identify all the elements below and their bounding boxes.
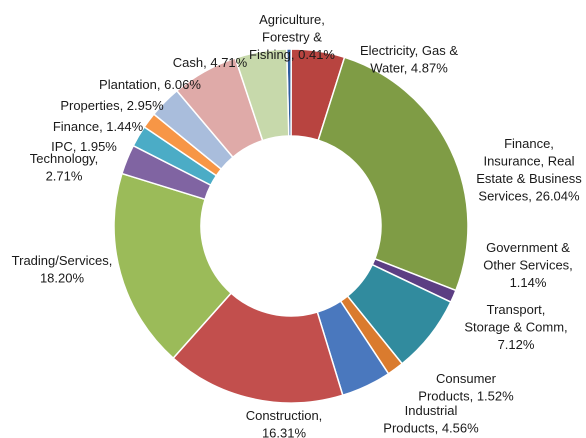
data-label-line: Government &	[486, 240, 570, 255]
data-label-line: Storage & Comm,	[464, 320, 567, 335]
data-label-finance: Finance, 1.44%	[53, 119, 144, 134]
data-label-line: Construction,	[246, 408, 323, 423]
data-label-line: 7.12%	[498, 337, 535, 352]
data-label-ipc: IPC, 1.95%	[51, 139, 117, 154]
data-label-line: Technology,	[30, 151, 98, 166]
slice-cash	[234, 48, 290, 142]
data-label-line: Electricity, Gas &	[360, 43, 458, 58]
data-label-line: Agriculture,	[259, 12, 325, 27]
data-label-technology: Technology, 2.71%	[30, 151, 98, 184]
data-label-plantation: Plantation, 6.06%	[99, 77, 201, 92]
slices-group	[113, 48, 469, 404]
data-label-line: 18.20%	[40, 271, 85, 286]
data-label-line: Other Services,	[483, 258, 573, 273]
data-label-line: Properties, 2.95%	[60, 98, 164, 113]
data-label-line: Forestry &	[262, 30, 322, 45]
data-label-line: 2.71%	[46, 169, 83, 184]
data-label-line: Insurance, Real	[483, 154, 574, 169]
slice-trading-services	[113, 172, 233, 360]
data-label-line: Plantation, 6.06%	[99, 77, 201, 92]
data-label-trading-services: Trading/Services, 18.20%	[12, 253, 113, 286]
data-label-line: Consumer	[436, 371, 497, 386]
data-label-line: Products, 4.56%	[383, 421, 479, 436]
data-label-line: 1.14%	[510, 275, 547, 290]
data-label-line: Finance,	[504, 136, 554, 151]
slice-finance-insurance-real-estate-and-business-services	[317, 56, 469, 292]
data-label-industrial-products: Industrial Products, 4.56%	[383, 403, 479, 436]
data-label-line: Finance, 1.44%	[53, 119, 144, 134]
data-label-line: Water, 4.87%	[370, 61, 448, 76]
data-label-agriculture-forestry-and-fishing: Agriculture, Forestry & Fishing, 0.41%	[249, 12, 335, 62]
data-label-finance-insurance-real-estate-and-business-services: Finance, Insurance, Real Estate & Business…	[476, 136, 582, 204]
data-label-line: Cash, 4.71%	[173, 55, 248, 70]
labels-group: Agriculture, Forestry & Fishing, 0.41% Elec…	[12, 12, 583, 438]
data-label-line: Products, 1.52%	[418, 389, 514, 404]
data-label-line: Transport,	[487, 302, 546, 317]
data-label-cash: Cash, 4.71%	[173, 55, 248, 70]
data-label-line: Fishing, 0.41%	[249, 47, 335, 62]
data-label-transport-storage-and-comm: Transport, Storage & Comm, 7.12%	[464, 302, 567, 352]
data-label-construction: Construction, 16.31%	[246, 408, 323, 438]
data-label-consumer-products: Consumer Products, 1.52%	[418, 371, 514, 404]
data-label-line: Trading/Services,	[12, 253, 113, 268]
data-label-line: IPC, 1.95%	[51, 139, 117, 154]
data-label-line: Estate & Business	[476, 171, 582, 186]
slice-construction	[172, 292, 344, 404]
data-label-electricity-gas-and-water: Electricity, Gas & Water, 4.87%	[360, 43, 458, 76]
data-label-properties: Properties, 2.95%	[60, 98, 164, 113]
data-label-government-and-other-services: Government & Other Services, 1.14%	[483, 240, 573, 290]
data-label-line: 16.31%	[262, 426, 307, 438]
data-label-line: Services, 26.04%	[478, 189, 580, 204]
data-label-line: Industrial	[405, 403, 458, 418]
